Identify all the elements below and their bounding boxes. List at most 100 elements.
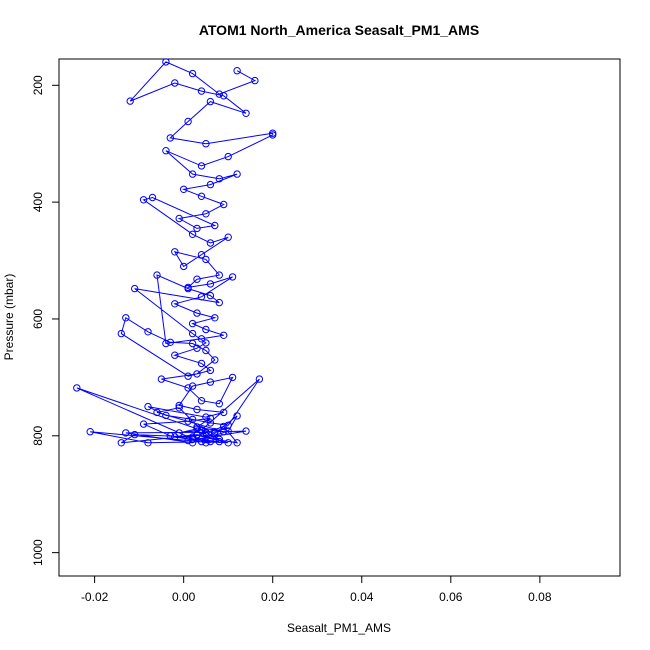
x-tick-label: 0.02	[261, 590, 285, 604]
data-point	[224, 421, 232, 429]
data-point	[122, 429, 130, 437]
data-point	[73, 384, 81, 392]
data-point	[193, 405, 201, 414]
data-point	[162, 411, 170, 420]
data-point	[206, 419, 215, 427]
data-point	[171, 433, 179, 441]
data-point	[202, 255, 210, 264]
y-tick-label: 600	[31, 309, 45, 329]
data-point	[215, 298, 224, 307]
y-tick-label: 400	[31, 192, 45, 212]
data-point	[233, 412, 241, 420]
data-point	[193, 431, 201, 439]
data-point	[193, 224, 201, 233]
data-point	[269, 131, 277, 139]
data-point	[188, 170, 197, 178]
data-point	[117, 439, 126, 447]
data-point	[175, 429, 183, 437]
data-point	[162, 147, 170, 155]
data-point	[139, 196, 148, 204]
data-point	[242, 109, 250, 118]
y-tick-label: 200	[31, 75, 45, 95]
data-point	[188, 329, 197, 338]
data-point	[184, 417, 192, 425]
data-point	[144, 402, 152, 411]
x-tick-label: 0.08	[528, 590, 552, 604]
data-point	[197, 162, 206, 170]
data-point	[188, 415, 197, 424]
data-point	[197, 251, 206, 259]
x-tick-label: 0.04	[350, 590, 374, 604]
data-point	[220, 200, 228, 209]
data-point	[131, 430, 139, 439]
data-point	[211, 428, 219, 436]
data-point	[193, 309, 201, 317]
data-point	[220, 92, 228, 100]
data-point	[184, 384, 192, 392]
data-point	[188, 69, 197, 78]
data-point	[228, 273, 237, 281]
data-point	[193, 344, 201, 352]
data-point	[166, 338, 175, 346]
data-point	[211, 356, 219, 364]
data-point	[171, 300, 179, 308]
data-point	[202, 439, 210, 447]
data-point	[206, 414, 215, 422]
data-point	[197, 87, 206, 95]
x-axis-label: Seasalt_PM1_AMS	[287, 621, 391, 635]
data-point	[211, 314, 219, 322]
data-point	[224, 152, 232, 161]
data-point	[188, 433, 197, 441]
data-point	[224, 233, 232, 241]
data-point	[171, 248, 179, 256]
plot-frame	[58, 58, 621, 577]
y-axis-label: Pressure (mbar)	[2, 274, 16, 361]
y-axis: 200 400 600 800 1000	[31, 75, 60, 566]
data-point	[175, 401, 183, 410]
data-point	[171, 79, 179, 87]
data-point	[175, 214, 183, 223]
data-point	[144, 439, 152, 447]
data-point	[162, 339, 170, 348]
data-point	[215, 435, 224, 443]
data-point	[206, 180, 215, 189]
data-point	[220, 428, 228, 436]
data-point	[139, 420, 148, 428]
y-tick-label: 1000	[31, 539, 45, 566]
series-points	[73, 58, 277, 447]
data-point	[206, 435, 215, 443]
data-point	[202, 346, 210, 355]
data-point	[224, 439, 232, 447]
series-polyline	[76, 61, 274, 444]
data-point	[215, 90, 224, 98]
data-point	[188, 230, 197, 239]
data-point	[202, 325, 210, 334]
data-point	[188, 339, 197, 348]
data-point	[215, 400, 224, 408]
data-point	[251, 76, 259, 85]
data-point	[126, 97, 134, 105]
data-point	[202, 339, 210, 347]
data-point	[206, 437, 215, 446]
data-point	[86, 428, 94, 436]
data-point	[131, 284, 139, 293]
data-point	[215, 437, 224, 446]
data-point	[184, 436, 192, 445]
data-point	[188, 319, 197, 328]
data-point	[153, 271, 161, 279]
data-point	[215, 175, 224, 183]
data-point	[157, 375, 166, 383]
data-point	[197, 293, 206, 301]
data-point	[193, 370, 201, 378]
x-tick-label: 0.06	[439, 590, 463, 604]
data-point	[206, 239, 215, 247]
data-point	[122, 314, 130, 322]
data-point	[197, 192, 206, 201]
data-point	[233, 67, 241, 75]
data-point	[166, 432, 175, 440]
data-point	[206, 280, 215, 288]
data-point	[233, 170, 241, 178]
data-point	[180, 185, 188, 194]
data-point	[166, 134, 175, 142]
